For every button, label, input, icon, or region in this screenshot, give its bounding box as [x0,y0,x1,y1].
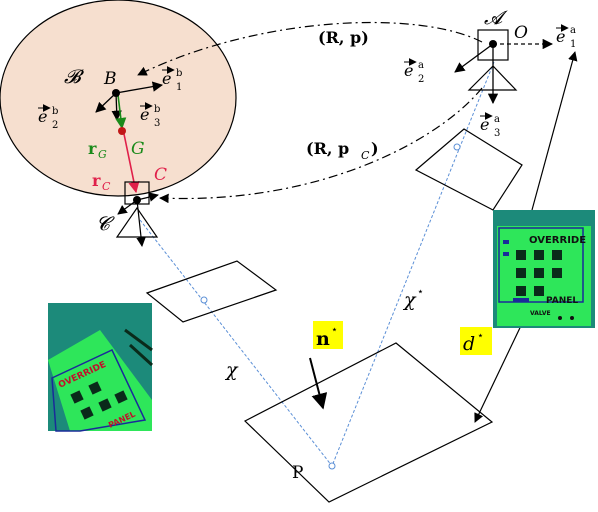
svg-text:C: C [102,180,111,193]
photo-current: OVERRIDE PANEL [48,303,154,432]
plane-point [328,462,336,470]
world-frame-label: 𝓐 [484,7,508,29]
body-vector-e2 [95,92,117,113]
svg-text:1: 1 [570,39,576,50]
photo-reference-valve: VALVE [530,310,551,317]
svg-text:2: 2 [52,120,58,131]
body-vector-e3 [111,92,122,122]
ray-chi-image-point [200,296,208,304]
normal-arrow [309,357,328,410]
body-e3-label: e b 3 [140,102,160,129]
svg-text:e: e [480,115,489,134]
world-vector-e2 [454,43,494,73]
distance-highlight [460,327,492,355]
rC-label: r C [92,171,111,193]
photo-reference: OVERRIDE PANEL VALVE [493,210,595,328]
world-origin-point [489,40,497,48]
svg-text:): ) [371,139,379,158]
svg-text:n: n [316,328,330,350]
svg-text:e: e [38,107,47,126]
camera-frame-label: 𝓒 [96,213,115,235]
chi-star-label: χ ⋆ [402,285,424,311]
svg-text:3: 3 [154,118,160,129]
normal-highlight [313,321,343,349]
world-e3-label: e a 3 [480,112,500,139]
distance-arrow-up [531,51,578,211]
origin-label: O [514,23,528,43]
svg-text:e: e [556,27,565,46]
body-e2-label: e b 2 [38,104,58,131]
image-plane-reference [414,128,523,211]
svg-text:b: b [176,68,182,79]
camera-c-axis-z [136,199,146,247]
body-point-G [118,127,126,135]
chi-label: χ [224,359,239,381]
svg-text:⋆: ⋆ [477,329,484,342]
pose-arc-bottom [159,87,483,204]
camera-c-lens [115,206,159,238]
svg-text:χ: χ [402,289,417,311]
body-point-B [112,89,120,97]
pose-bottom-label: (R, p C ) [306,139,379,162]
world-e1-label: e a 1 [556,24,576,50]
rG-label: r G [88,139,107,161]
photo-reference-panel-top: OVERRIDE [529,235,586,246]
svg-text:r: r [88,139,97,158]
pose-arc-top [137,21,483,76]
vector-rG [115,94,127,130]
ray-chi-star [331,61,495,467]
svg-text:1: 1 [176,82,182,93]
svg-text:C: C [361,149,370,162]
svg-text:a: a [570,25,576,36]
G-label: G [131,139,145,159]
svg-text:e: e [404,61,413,80]
svg-text:3: 3 [494,128,500,139]
svg-text:e: e [140,105,149,124]
svg-text:2: 2 [418,74,424,85]
scene-plane [243,342,494,503]
camera-c-center [133,196,141,204]
C-label: C [154,165,167,185]
svg-text:e: e [162,69,171,88]
svg-text:a: a [494,114,500,125]
plane-label: P [292,463,303,483]
image-plane-current [145,260,278,323]
body-point-label: B [103,69,117,89]
ray-chi-star-image-point [453,143,461,151]
svg-text:⋆: ⋆ [417,285,424,298]
distance-label: d ⋆ [463,329,484,355]
body-frame-label: 𝓑 [64,66,84,88]
normal-label: n ⋆ [316,323,338,350]
svg-text:(R, p: (R, p [306,139,349,158]
svg-text:b: b [154,104,160,115]
svg-text:b: b [52,106,58,117]
svg-text:d: d [463,333,475,355]
svg-text:r: r [92,171,101,190]
pose-top-label: (R, p) [318,28,369,47]
svg-text:a: a [418,60,424,71]
body-e1-label: e b 1 [162,66,182,93]
world-e2-label: e a 2 [404,58,424,85]
photo-reference-panel-bottom: PANEL [546,296,578,306]
body-vector-e1 [115,81,164,94]
svg-text:G: G [98,148,107,161]
ray-chi [139,219,333,467]
svg-text:⋆: ⋆ [331,323,338,336]
